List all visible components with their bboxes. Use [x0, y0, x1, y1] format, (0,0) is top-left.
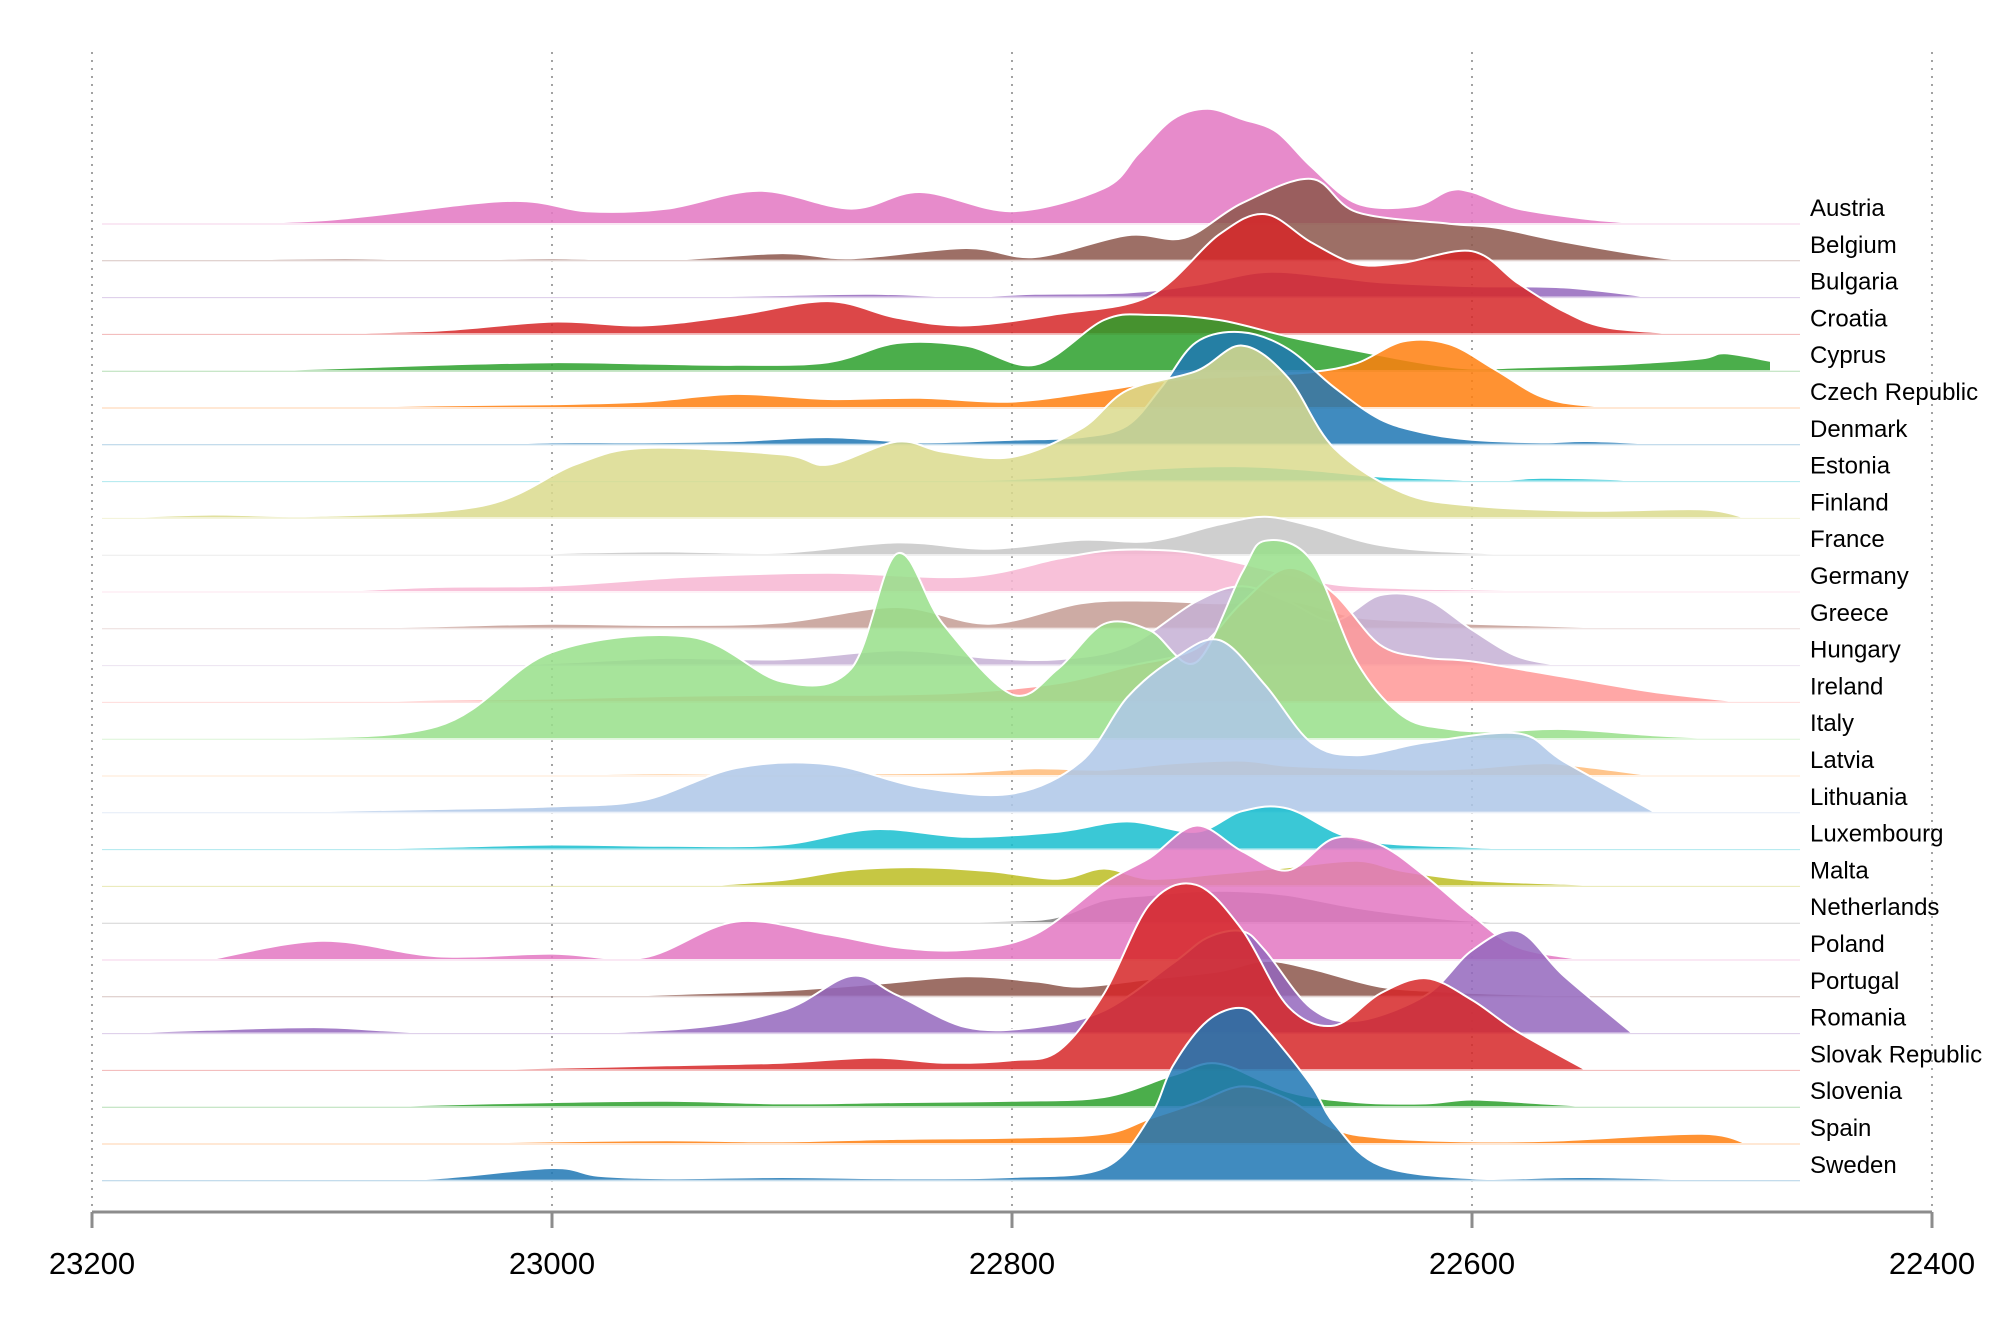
row-label-austria: Austria	[1810, 195, 1885, 222]
row-label-croatia: Croatia	[1810, 305, 1888, 332]
x-tick-label-22800: 22800	[969, 1246, 1055, 1281]
row-labels: Austria Belgium Bulgaria Croatia Cyprus Czech…	[1810, 195, 1982, 1179]
row-label-portugal: Portugal	[1810, 968, 1899, 995]
ridge-area-italy	[91, 539, 1749, 741]
row-label-sweden: Sweden	[1810, 1152, 1897, 1179]
ridge-finland	[91, 344, 1800, 520]
row-label-france: France	[1810, 526, 1885, 553]
ridge-austria	[102, 107, 1800, 225]
ridge-bulgaria	[102, 270, 1800, 299]
row-label-denmark: Denmark	[1810, 416, 1908, 443]
ridge-malta	[102, 859, 1800, 888]
row-label-slovenia: Slovenia	[1810, 1078, 1903, 1105]
ridge-area-sweden	[321, 1006, 1749, 1182]
ridges	[91, 107, 1800, 1182]
x-axis: 23200 23000 22800 22600 22400	[49, 1210, 1975, 1281]
row-label-malta: Malta	[1810, 857, 1869, 884]
row-label-luxembourg: Luxembourg	[1810, 821, 1943, 848]
ridge-area-france	[482, 515, 1657, 557]
ridge-area-lithuania	[206, 638, 1660, 814]
ridge-belgium	[102, 177, 1800, 262]
row-label-romania: Romania	[1810, 1005, 1907, 1032]
row-label-spain: Spain	[1810, 1115, 1871, 1142]
row-label-germany: Germany	[1810, 563, 1909, 590]
row-label-hungary: Hungary	[1810, 637, 1901, 664]
row-label-greece: Greece	[1810, 600, 1889, 627]
ridge-area-finland	[91, 344, 1749, 520]
x-tick-label-23200: 23200	[49, 1246, 135, 1281]
row-label-italy: Italy	[1810, 710, 1854, 737]
x-tick-label-22400: 22400	[1889, 1246, 1975, 1281]
row-label-lithuania: Lithuania	[1810, 784, 1908, 811]
row-label-ireland: Ireland	[1810, 673, 1883, 700]
ridge-lithuania	[102, 638, 1800, 814]
row-label-slovak-republic: Slovak Republic	[1810, 1041, 1982, 1068]
ridge-area-austria	[137, 107, 1657, 225]
row-label-belgium: Belgium	[1810, 232, 1897, 259]
ridge-area-spain	[206, 1085, 1749, 1145]
ridge-greece	[102, 599, 1800, 630]
ridge-france	[102, 515, 1800, 557]
ridge-area-poland	[206, 824, 1588, 961]
ridge-sweden	[102, 1006, 1800, 1182]
ridge-spain	[102, 1085, 1800, 1145]
ridge-area-croatia	[206, 213, 1703, 336]
row-label-netherlands: Netherlands	[1810, 894, 1939, 921]
row-label-estonia: Estonia	[1810, 453, 1891, 480]
row-label-poland: Poland	[1810, 931, 1885, 958]
ridge-netherlands	[102, 889, 1800, 925]
gridlines	[91, 52, 1933, 1212]
ridge-croatia	[102, 213, 1800, 336]
ridge-italy	[91, 539, 1800, 741]
row-label-finland: Finland	[1810, 489, 1889, 516]
x-tick-label-23000: 23000	[509, 1246, 595, 1281]
row-label-latvia: Latvia	[1810, 747, 1875, 774]
ridge-area-belgium	[137, 177, 1703, 262]
row-label-bulgaria: Bulgaria	[1810, 269, 1899, 296]
row-label-czech-republic: Czech Republic	[1810, 379, 1978, 406]
row-label-cyprus: Cyprus	[1810, 342, 1886, 369]
x-tick-label-22600: 22600	[1429, 1246, 1515, 1281]
